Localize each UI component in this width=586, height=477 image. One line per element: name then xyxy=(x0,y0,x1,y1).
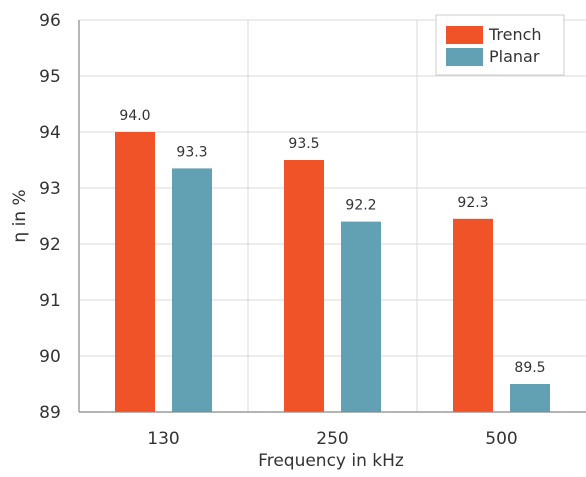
data-labels: 94.0 93.3 93.5 92.2 92.3 89.5 xyxy=(119,108,545,376)
legend-swatch-trench xyxy=(446,26,483,44)
data-label-planar-500: 89.5 xyxy=(514,360,545,376)
y-axis-title: η in % xyxy=(10,189,30,242)
x-tick-label: 500 xyxy=(485,429,517,449)
data-label-planar-250: 92.2 xyxy=(345,198,376,214)
y-tick-label: 93 xyxy=(39,179,61,199)
y-tick-label: 96 xyxy=(39,11,61,31)
bar-trench-130 xyxy=(115,132,155,412)
bar-trench-500 xyxy=(453,218,493,412)
y-tick-label: 92 xyxy=(39,235,61,255)
y-tick-label: 89 xyxy=(39,403,61,423)
legend-swatch-planar xyxy=(446,48,483,66)
x-axis-title: Frequency in kHz xyxy=(258,451,404,471)
y-tick-label: 95 xyxy=(39,67,61,87)
bar-planar-250 xyxy=(341,221,381,412)
data-label-trench-250: 93.5 xyxy=(288,136,319,152)
legend-label-trench: Trench xyxy=(488,25,542,44)
y-tick-label: 94 xyxy=(39,123,61,143)
y-tick-label: 91 xyxy=(39,291,61,311)
grid-lines xyxy=(79,19,586,412)
y-tick-label: 90 xyxy=(39,347,61,367)
bars xyxy=(115,132,550,412)
x-tick-label: 250 xyxy=(316,429,348,449)
x-tick-label: 130 xyxy=(147,429,179,449)
bar-planar-500 xyxy=(510,384,550,412)
data-label-planar-130: 93.3 xyxy=(176,144,207,160)
x-tick-labels: 130 250 500 xyxy=(147,429,517,449)
legend-label-planar: Planar xyxy=(489,47,540,66)
legend: Trench Planar xyxy=(435,14,565,76)
bar-planar-130 xyxy=(172,168,212,412)
axes xyxy=(78,20,586,413)
data-label-trench-500: 92.3 xyxy=(457,195,488,211)
y-tick-labels: 89 90 91 92 93 94 95 96 xyxy=(39,11,61,423)
data-label-trench-130: 94.0 xyxy=(119,108,150,124)
bar-trench-250 xyxy=(284,160,324,412)
